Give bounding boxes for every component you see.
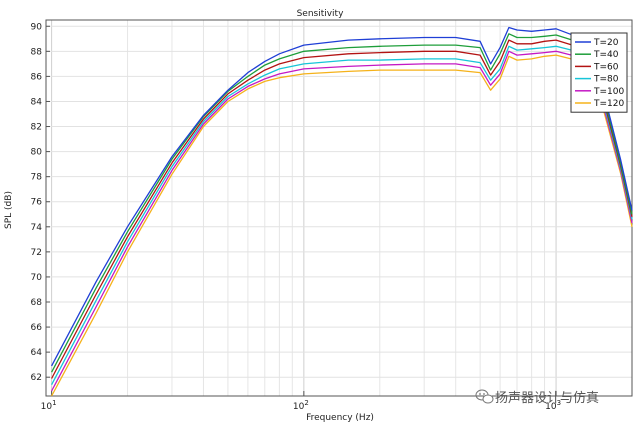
legend-label: T=20 (593, 38, 619, 48)
grid (46, 20, 633, 396)
x-axis-title: Frequency (Hz) (306, 413, 374, 423)
legend-box (570, 32, 628, 113)
series-line-t-60 (51, 39, 633, 379)
x-tick-label: 102 (293, 399, 309, 412)
y-tick-label: 88 (31, 47, 43, 57)
series-lines (51, 26, 633, 397)
y-tick-label: 80 (31, 148, 43, 158)
y-tick-label: 74 (31, 223, 43, 233)
y-tick-label: 72 (31, 248, 42, 258)
y-tick-label: 68 (31, 298, 43, 308)
plot-background (46, 20, 632, 396)
legend-label: T=100 (593, 87, 624, 97)
x-tick-label: 101 (41, 399, 57, 412)
legend-label: T=40 (593, 50, 619, 60)
y-tick-label: 78 (31, 173, 43, 183)
series-line-t-20 (51, 26, 633, 367)
legend-label: T=120 (593, 99, 624, 109)
legend: T=20 T=40 T=60 T=80 T=100 T=120 (570, 32, 628, 113)
wechat-icon (475, 389, 494, 404)
y-tick-label: 86 (31, 72, 43, 82)
series-line-t-40 (51, 33, 633, 373)
plot-area: 62 64 66 68 70 72 74 76 78 80 82 84 86 88 90 101 102 103 (31, 19, 633, 412)
series-line-t-80 (51, 45, 633, 386)
watermark: 扬声器设计与仿真 (475, 389, 599, 406)
y-tick-label: 84 (31, 97, 43, 107)
y-tick-label: 76 (31, 198, 43, 208)
chart-title: Sensitivity (297, 9, 345, 19)
legend-label: T=80 (593, 75, 619, 85)
y-tick-label: 70 (31, 273, 43, 283)
series-line-t-100 (51, 50, 633, 392)
y-axis-title: SPL (dB) (4, 191, 14, 229)
series-line-t-120 (51, 54, 633, 397)
legend-label: T=60 (593, 62, 619, 72)
y-tick-label: 82 (31, 123, 42, 133)
y-tick-label: 66 (31, 323, 43, 333)
y-tick-label: 62 (31, 373, 42, 383)
x-tick-label: 103 (545, 399, 561, 412)
watermark-text: 扬声器设计与仿真 (495, 391, 599, 406)
y-tick-label: 90 (31, 22, 43, 32)
y-tick-label: 64 (31, 348, 43, 358)
